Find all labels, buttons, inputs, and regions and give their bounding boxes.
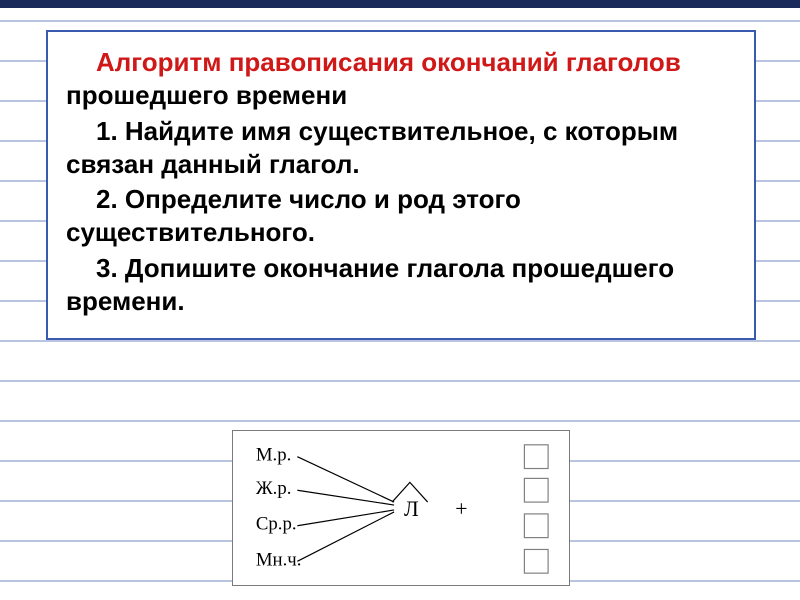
line-3 [297, 510, 394, 526]
line-4 [297, 512, 394, 561]
label-zhr: Ж.р. [256, 478, 292, 499]
step-2: 2. Определите число и род этого существи… [66, 183, 736, 250]
ending-box-2 [524, 478, 548, 502]
ending-box-1 [524, 445, 548, 469]
diagram-svg: М.р. Ж.р. Ср.р. Мн.ч. Л + [233, 431, 569, 585]
ending-box-4 [524, 549, 548, 573]
line-1 [297, 457, 394, 502]
ending-box-3 [524, 514, 548, 538]
step-3: 3. Допишите окончание глагола прошедшего… [66, 252, 736, 319]
label-srr: Ср.р. [256, 514, 297, 535]
plus-sign: + [455, 497, 467, 521]
label-mnch: Мн.ч. [256, 549, 302, 570]
algorithm-box: Алгоритм правописания окончаний глаголов… [46, 30, 756, 340]
step-1: 1. Найдите имя существительное, с которы… [66, 115, 736, 182]
line-2 [297, 490, 394, 505]
title-block: Алгоритм правописания окончаний глаголов… [66, 46, 736, 113]
diagram-box: М.р. Ж.р. Ср.р. Мн.ч. Л + [232, 430, 570, 586]
top-border-bar [0, 0, 800, 8]
title-red-part: Алгоритм правописания окончаний глаголов [96, 47, 681, 77]
center-letter: Л [404, 497, 419, 521]
title-black-part: прошедшего времени [66, 80, 347, 110]
label-mr: М.р. [256, 445, 291, 466]
